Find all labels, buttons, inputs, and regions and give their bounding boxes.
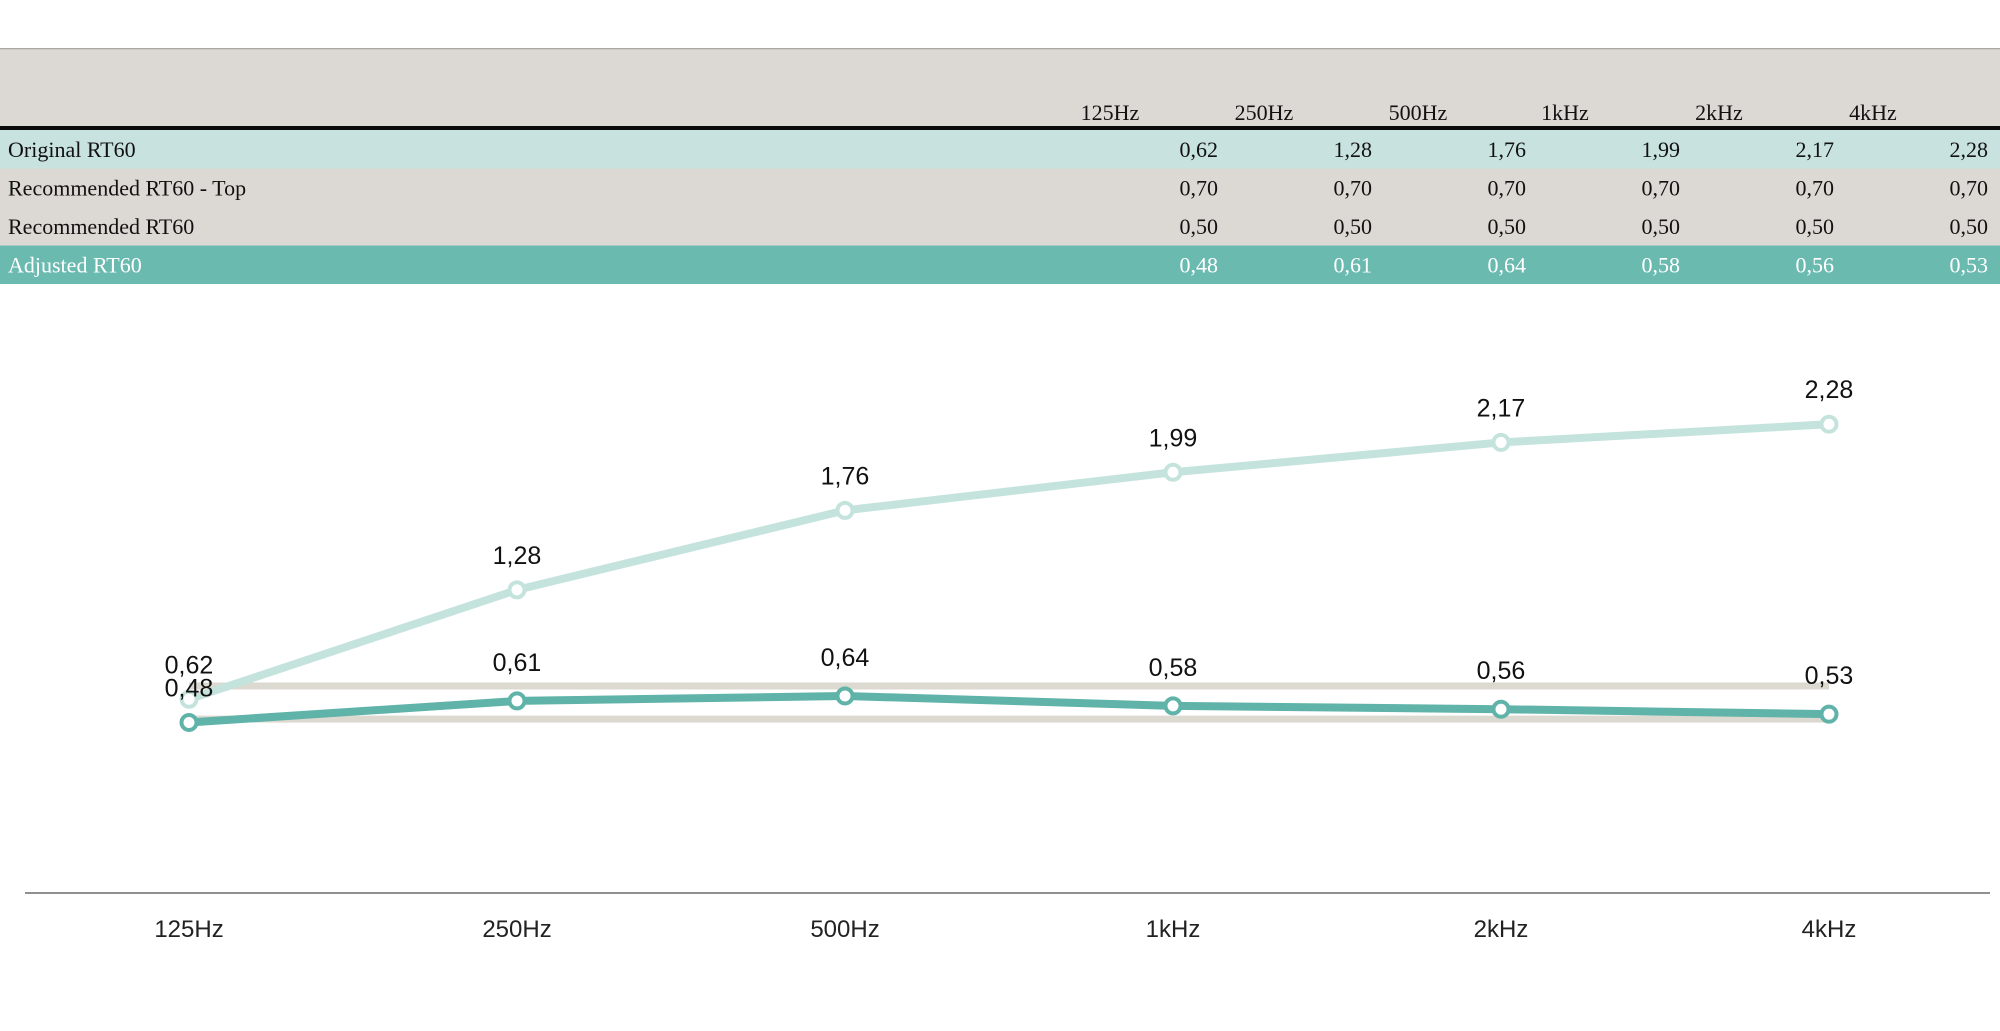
table-cell: 0,70 — [1180, 176, 1219, 201]
point-adjusted — [1491, 699, 1511, 719]
data-label: 0,58 — [1149, 654, 1198, 682]
point-original — [1491, 432, 1511, 452]
row-label: Recommended RT60 - Top — [8, 176, 246, 201]
table-row — [0, 168, 2000, 207]
table-cell: 2,17 — [1796, 137, 1835, 162]
table-cell: 0,53 — [1950, 253, 1989, 278]
table-row — [0, 130, 2000, 169]
table-cell: 0,64 — [1488, 253, 1527, 278]
point-original — [507, 580, 527, 600]
x-tick-label: 125Hz — [154, 916, 223, 943]
table-cell: 0,48 — [1180, 253, 1219, 278]
table-cell: 0,50 — [1334, 214, 1373, 239]
data-label: 1,76 — [821, 462, 870, 490]
column-header: 1kHz — [1541, 100, 1589, 125]
column-header: 250Hz — [1235, 100, 1294, 125]
table-cell: 0,61 — [1334, 253, 1373, 278]
column-header: 2kHz — [1695, 100, 1743, 125]
series-line-original — [185, 420, 1833, 704]
point-original — [179, 689, 199, 709]
data-label: 1,99 — [1149, 424, 1198, 452]
table-cell: 1,99 — [1642, 137, 1681, 162]
data-label: 1,28 — [493, 542, 542, 570]
point-adjusted — [179, 712, 199, 732]
x-tick-label: 250Hz — [482, 916, 551, 943]
point-adjusted — [507, 691, 527, 711]
rt60-line-chart: 125Hz 250Hz 500Hz 1kHz 2kHz 4kHz 0,62 1,28 1,76 1… — [25, 376, 1990, 943]
data-label: 0,61 — [493, 649, 542, 677]
table-cell: 0,58 — [1642, 253, 1681, 278]
point-original — [1819, 414, 1839, 434]
data-label: 0,48 — [165, 674, 214, 702]
x-tick-label: 4kHz — [1802, 916, 1857, 943]
row-label: Original RT60 — [8, 137, 136, 162]
data-label: 0,62 — [165, 651, 214, 679]
table-cell: 1,76 — [1488, 137, 1527, 162]
point-original — [1163, 462, 1183, 482]
data-label: 2,17 — [1477, 394, 1526, 422]
table-cell: 0,56 — [1796, 253, 1835, 278]
column-header: 125Hz — [1081, 100, 1140, 125]
table-row — [0, 245, 2000, 284]
table-cell: 0,70 — [1642, 176, 1681, 201]
row-label: Adjusted RT60 — [8, 253, 142, 278]
table-cell: 0,70 — [1796, 176, 1835, 201]
table-cell: 0,50 — [1180, 214, 1219, 239]
table-cell: 0,62 — [1180, 137, 1219, 162]
data-label: 2,28 — [1805, 376, 1854, 404]
row-label: Recommended RT60 — [8, 214, 194, 239]
table-cell: 0,50 — [1950, 214, 1989, 239]
table-cell: 2,28 — [1950, 137, 1989, 162]
table-cell: 0,70 — [1950, 176, 1989, 201]
x-tick-label: 2kHz — [1474, 916, 1529, 943]
data-label: 0,64 — [821, 644, 870, 672]
data-label: 0,56 — [1477, 657, 1526, 685]
table-cell: 1,28 — [1334, 137, 1373, 162]
point-adjusted — [835, 686, 855, 706]
point-adjusted — [1163, 696, 1183, 716]
table-cell: 0,50 — [1796, 214, 1835, 239]
data-table: 125Hz 250Hz 500Hz 1kHz 2kHz 4kHz Original RT60… — [0, 48, 2000, 284]
table-cell: 0,50 — [1642, 214, 1681, 239]
point-adjusted — [1819, 704, 1839, 724]
table-cell: 0,70 — [1334, 176, 1373, 201]
table-row — [0, 207, 2000, 246]
header-divider — [0, 126, 2000, 130]
x-tick-label: 1kHz — [1146, 916, 1201, 943]
series-line-adjusted — [185, 691, 1833, 727]
column-header: 500Hz — [1389, 100, 1448, 125]
x-tick-label: 500Hz — [810, 916, 879, 943]
table-cell: 0,70 — [1488, 176, 1527, 201]
data-label: 0,53 — [1805, 662, 1854, 690]
table-header-bg — [0, 48, 2000, 128]
column-header: 4kHz — [1849, 100, 1897, 125]
table-cell: 0,50 — [1488, 214, 1527, 239]
point-original — [835, 500, 855, 520]
